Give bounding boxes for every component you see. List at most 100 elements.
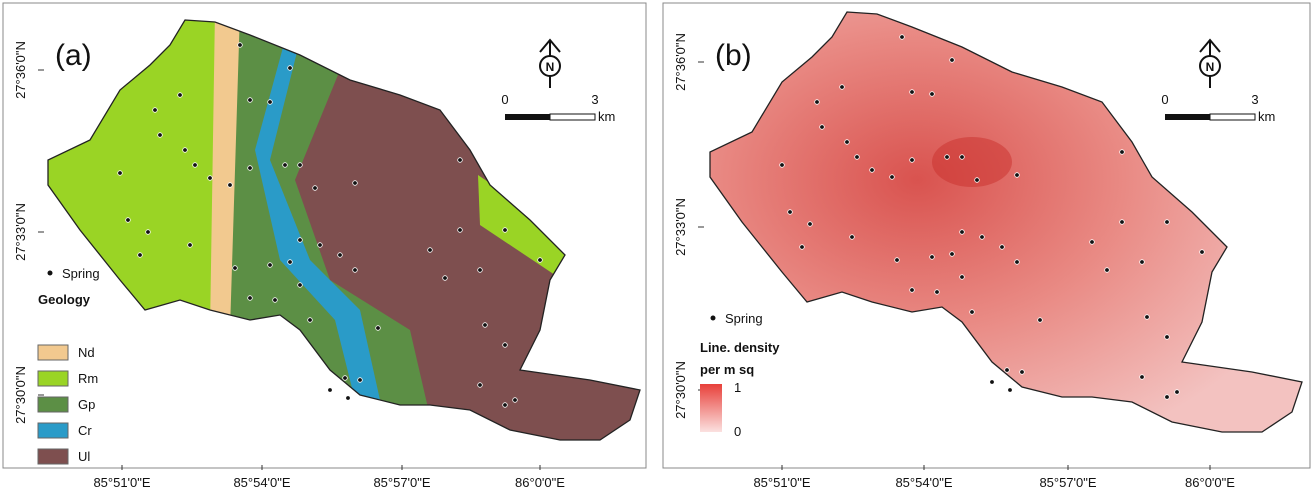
legend-title: per m sq (700, 362, 754, 377)
spring-point (287, 65, 293, 71)
panel-label: (b) (715, 39, 752, 72)
spring-point (1007, 387, 1013, 393)
unit-rm-east (478, 175, 570, 275)
spring-point (979, 234, 985, 240)
spring-point (125, 217, 131, 223)
spring-point (375, 325, 381, 331)
density-map (709, 11, 1303, 433)
spring-point (352, 180, 358, 186)
legend-spring: Spring (62, 266, 100, 281)
scale-unit: km (598, 109, 615, 124)
scale-end: 3 (1251, 92, 1258, 107)
lon-label: 86°0'0"E (515, 475, 565, 490)
spring-point (929, 91, 935, 97)
spring-point (1174, 389, 1180, 395)
spring-point (457, 157, 463, 163)
legend-title: Line. density (700, 340, 780, 355)
legend-spring-symbol (710, 315, 716, 321)
spring-point (894, 257, 900, 263)
spring-point (909, 89, 915, 95)
spring-point (502, 342, 508, 348)
spring-point (807, 221, 813, 227)
panel-label: (a) (55, 39, 92, 72)
spring-point (247, 97, 253, 103)
spring-point (145, 229, 151, 235)
spring-point (312, 185, 318, 191)
spring-point (337, 252, 343, 258)
spring-point (799, 244, 805, 250)
density-surface (709, 11, 1303, 433)
spring-point (345, 395, 351, 401)
legend-title: Geology (38, 292, 91, 307)
spring-point (949, 251, 955, 257)
spring-point (1119, 219, 1125, 225)
lon-label: 85°54'0"E (895, 475, 952, 490)
spring-point (357, 377, 363, 383)
spring-point (327, 387, 333, 393)
spring-point (787, 209, 793, 215)
spring-point (1119, 149, 1125, 155)
spring-point (537, 257, 543, 263)
unit-cr (255, 40, 380, 400)
lat-label: 27°36'0"N (13, 41, 28, 99)
spring-point (999, 244, 1005, 250)
spring-point (1014, 259, 1020, 265)
spring-point (959, 154, 965, 160)
spring-point (1164, 334, 1170, 340)
spring-point (502, 227, 508, 233)
lat-label: 27°36'0"N (673, 33, 688, 91)
spring-point (157, 132, 163, 138)
spring-point (934, 289, 940, 295)
scale-end: 3 (591, 92, 598, 107)
lon-label: 85°54'0"E (233, 475, 290, 490)
legend-class: Ul (78, 449, 90, 464)
legend-swatch (37, 370, 69, 387)
spring-point (1019, 369, 1025, 375)
north-label: N (1206, 60, 1215, 74)
spring-point (819, 124, 825, 130)
spring-point (317, 242, 323, 248)
legend-class: Nd (78, 345, 95, 360)
spring-point (909, 157, 915, 163)
spring-point (182, 147, 188, 153)
north-arrow-head (1199, 38, 1221, 53)
north-arrow-head (539, 38, 561, 53)
spring-point (1164, 394, 1170, 400)
legend-swatch (37, 396, 69, 413)
scale-bar-black (1165, 114, 1210, 120)
spring-point (227, 182, 233, 188)
lon-label: 85°51'0"E (753, 475, 810, 490)
spring-point (909, 287, 915, 293)
spring-point (272, 297, 278, 303)
spring-point (1144, 314, 1150, 320)
spring-point (457, 227, 463, 233)
spring-point (477, 267, 483, 273)
legend-class: Rm (78, 371, 98, 386)
spring-point (1089, 239, 1095, 245)
spring-point (779, 162, 785, 168)
spring-point (192, 162, 198, 168)
spring-point (814, 99, 820, 105)
lon-label: 85°57'0"E (1039, 475, 1096, 490)
spring-point (137, 252, 143, 258)
spring-point (427, 247, 433, 253)
spring-point (974, 177, 980, 183)
spring-point (949, 57, 955, 63)
spring-point (502, 402, 508, 408)
spring-point (117, 170, 123, 176)
lat-label: 27°30'0"N (673, 361, 688, 419)
scale-start: 0 (501, 92, 508, 107)
spring-point (959, 229, 965, 235)
spring-point (1014, 172, 1020, 178)
lon-label: 85°51'0"E (93, 475, 150, 490)
spring-point (247, 165, 253, 171)
scale-bar-white (1209, 113, 1256, 121)
spring-point (287, 259, 293, 265)
density-ramp (700, 384, 722, 432)
spring-point (267, 262, 273, 268)
spring-point (152, 107, 158, 113)
legend-class: Gp (78, 397, 95, 412)
spring-point (297, 282, 303, 288)
spring-point (477, 382, 483, 388)
spring-point (929, 254, 935, 260)
